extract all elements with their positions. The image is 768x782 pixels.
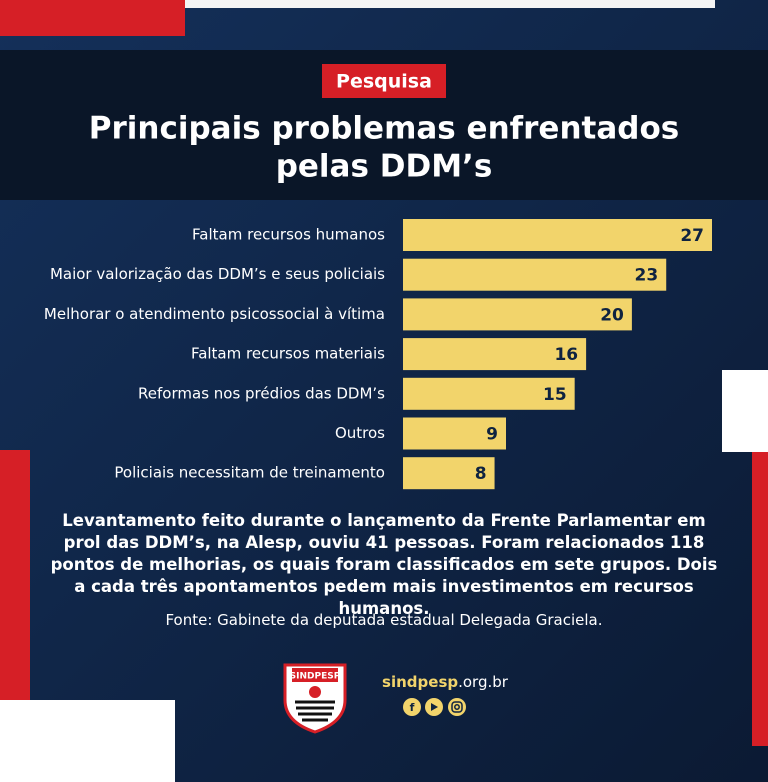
red-block: [0, 0, 185, 36]
category-label: Faltam recursos materiais: [191, 345, 385, 363]
white-block: [0, 700, 175, 782]
bar: [403, 457, 495, 490]
bar: [403, 417, 506, 450]
category-label: Reformas nos prédios das DDM’s: [138, 384, 385, 402]
category-label: Policiais necessitam de treinamento: [114, 464, 385, 482]
badge: Pesquisa: [336, 71, 432, 93]
svg-text:f: f: [410, 701, 415, 714]
category-label: Faltam recursos humanos: [192, 226, 385, 244]
bar: [403, 338, 587, 371]
badge-bg: [322, 64, 446, 98]
category-label: Maior valorização das DDM’s e seus polic…: [50, 265, 385, 283]
website-domain: .org.br: [458, 673, 509, 691]
description: Levantamento feito durante o lançamento …: [50, 511, 718, 618]
logo-text: SINDPESP: [290, 672, 341, 682]
value-label: 16: [554, 345, 578, 365]
value-label: 9: [486, 425, 498, 445]
source: Fonte: Gabinete da deputada estadual Del…: [165, 611, 603, 629]
chart-title: pelas DDM’s: [276, 149, 493, 185]
top-strip: [185, 0, 715, 8]
bar: [403, 377, 575, 410]
logo: SINDPESP: [283, 663, 347, 734]
bar: [403, 258, 667, 291]
bar: [403, 298, 632, 331]
value-label: 27: [680, 226, 704, 246]
category-label: Outros: [335, 424, 385, 442]
red-strip: [0, 450, 30, 700]
bar: [403, 219, 712, 251]
value-label: 20: [600, 305, 624, 325]
red-strip: [752, 452, 768, 746]
value-label: 23: [635, 266, 659, 286]
social-icons: f: [403, 698, 466, 716]
category-label: Melhorar o atendimento psicossocial à ví…: [44, 305, 385, 323]
website: sindpesp.org.br: [382, 673, 509, 691]
value-label: 15: [543, 385, 567, 405]
website-name: sindpesp: [382, 673, 458, 691]
value-label: 8: [475, 464, 487, 484]
white-block: [722, 370, 768, 452]
chart-title: Principais problemas enfrentados: [89, 111, 679, 147]
